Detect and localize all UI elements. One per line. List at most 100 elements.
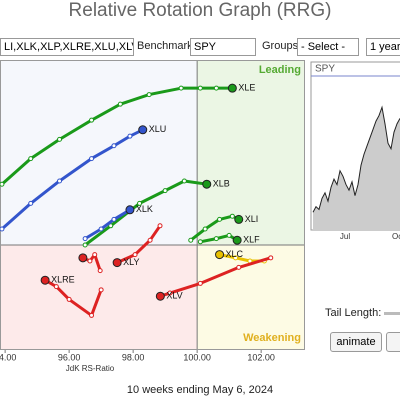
tail-dot	[87, 258, 93, 264]
tail-dot	[82, 236, 88, 242]
tail-dot	[236, 264, 242, 270]
tail-length-label: Tail Length:	[325, 307, 382, 319]
tail-dot	[147, 237, 153, 243]
tail-dot	[157, 223, 163, 229]
series-label: XLY	[123, 257, 139, 267]
quadrant-leading	[197, 60, 305, 246]
tail-dot	[127, 133, 133, 139]
tail-head	[234, 214, 244, 224]
tail-dot	[197, 239, 203, 245]
tail-dot	[181, 178, 187, 184]
tail-head	[78, 253, 88, 263]
quadrant-label: Leading	[259, 64, 301, 76]
tail-dot	[111, 143, 117, 149]
quadrant-label: Weakening	[243, 332, 301, 344]
benchmark-label: Benchmark:	[137, 40, 196, 52]
tail-dot	[178, 85, 184, 91]
tail-dot	[111, 216, 117, 222]
tail-dot	[57, 136, 63, 142]
x-tick-label: 94.00	[0, 352, 16, 362]
tail-dot	[167, 290, 173, 296]
tail-dot	[98, 287, 104, 293]
tail-head	[112, 258, 122, 268]
tail-dot	[268, 255, 274, 261]
tail-dot	[66, 296, 72, 302]
tail-dot	[217, 216, 223, 222]
groups-label: Groups:	[262, 40, 302, 52]
tail-dot	[57, 178, 63, 184]
tail-dot	[97, 268, 103, 274]
tail-dot	[188, 237, 194, 243]
series-label: XLV	[166, 291, 182, 301]
x-tick-label: 100.00	[183, 352, 211, 362]
tail-dot	[82, 242, 88, 248]
symbols-input[interactable]: LI,XLK,XLP,XLRE,XLU,XLV,XL	[0, 38, 134, 56]
tail-dot	[28, 200, 34, 206]
tail-dot	[92, 252, 98, 258]
tail-head	[202, 179, 212, 189]
tail-dot	[89, 156, 95, 162]
tail-dot	[202, 226, 208, 232]
period-select[interactable]: 1 year	[366, 38, 400, 56]
tail-dot	[89, 117, 95, 123]
tail-dot	[162, 188, 168, 194]
tail-dot	[0, 181, 5, 187]
tail-head	[125, 205, 135, 215]
tail-slider[interactable]	[384, 312, 400, 315]
tail-dot	[229, 213, 235, 219]
spy-x-label: Oc	[392, 232, 400, 241]
tail-dot	[137, 200, 143, 206]
tail-dot	[108, 223, 114, 229]
tail-dot	[146, 92, 152, 98]
tail-line	[83, 208, 132, 241]
series-label: XLF	[243, 235, 260, 245]
x-tick-label: 98.00	[122, 352, 145, 362]
tail-head	[227, 83, 237, 93]
page-title: Relative Rotation Graph (RRG)	[68, 0, 332, 21]
x-tick-label: 102.00	[247, 352, 275, 362]
tail-dot	[0, 226, 5, 232]
tail-head	[232, 235, 242, 245]
tail-head	[215, 250, 225, 260]
series-label: XLRE	[51, 275, 75, 285]
tail-dot	[132, 252, 138, 258]
tail-head	[155, 291, 165, 301]
series-label: XLC	[226, 249, 244, 259]
x-axis-label: JdK RS-Ratio	[66, 364, 115, 373]
footer-caption: 10 weeks ending May 6, 2024	[126, 384, 274, 396]
tail-dot	[233, 255, 239, 261]
tail-dot	[117, 101, 123, 107]
tail-line	[0, 86, 234, 186]
step-button[interactable]	[386, 332, 400, 352]
quadrant-improving	[0, 60, 198, 246]
series-label: XLU	[149, 124, 167, 134]
tail-dot	[197, 280, 203, 286]
spy-x-label: Jul	[340, 232, 350, 241]
tail-head	[40, 275, 50, 285]
tail-dot	[197, 85, 203, 91]
series-label: XLI	[245, 214, 259, 224]
benchmark-input[interactable]: SPY	[190, 38, 256, 56]
tail-head	[138, 125, 148, 135]
animate-button[interactable]: animate	[330, 332, 382, 352]
tail-line	[198, 233, 239, 244]
groups-select[interactable]: - Select -	[297, 38, 359, 56]
tail-dot	[213, 236, 219, 242]
tail-dot	[226, 232, 232, 238]
series-label: XLB	[213, 179, 230, 189]
tail-dot	[28, 156, 34, 162]
tail-line	[83, 179, 209, 247]
x-tick-label: 96.00	[58, 352, 81, 362]
series-label: XLK	[136, 204, 153, 214]
spy-line	[312, 105, 400, 213]
tail-dot	[213, 85, 219, 91]
tail-dot	[53, 284, 59, 290]
spy-label: SPY	[315, 64, 335, 75]
tail-dot	[98, 226, 104, 232]
spy-area	[313, 107, 400, 230]
tail-dot	[89, 312, 95, 318]
tail-line	[115, 224, 162, 265]
series-label: XLE	[238, 83, 255, 93]
